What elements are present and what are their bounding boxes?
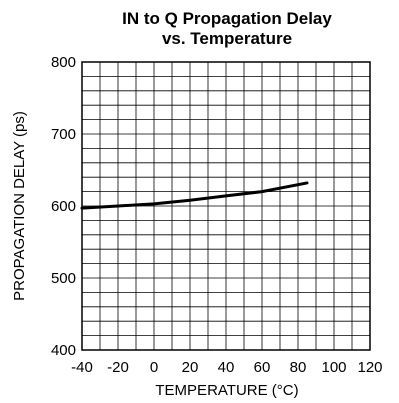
y-tick-label: 600: [51, 198, 76, 215]
y-tick-label: 800: [51, 54, 76, 71]
x-tick-label: 20: [182, 359, 199, 376]
x-tick-label: 100: [321, 359, 346, 376]
chart-subtitle: vs. Temperature: [162, 29, 292, 48]
chart-title: IN to Q Propagation Delay: [122, 9, 332, 28]
x-tick-label: -40: [71, 359, 93, 376]
x-tick-label: 120: [357, 359, 382, 376]
y-tick-label: 700: [51, 126, 76, 143]
series-line: [80, 181, 309, 210]
x-tick-label: 0: [150, 359, 158, 376]
x-tick-label: -20: [107, 359, 129, 376]
y-tick-labels: 400 500 600 700 800: [51, 54, 76, 359]
x-tick-label: 40: [218, 359, 235, 376]
x-axis-label: TEMPERATURE (°C): [155, 382, 298, 399]
x-tick-label: 60: [254, 359, 271, 376]
x-tick-label: 80: [290, 359, 307, 376]
series-layer: [80, 181, 309, 210]
y-axis-label: PROPAGATION DELAY (ps): [11, 111, 28, 301]
y-tick-label: 400: [51, 342, 76, 359]
y-tick-label: 500: [51, 270, 76, 287]
x-tick-labels: -40 -20 0 20 40 60 80 100 120: [71, 359, 382, 376]
plot-frame: [81, 61, 371, 351]
